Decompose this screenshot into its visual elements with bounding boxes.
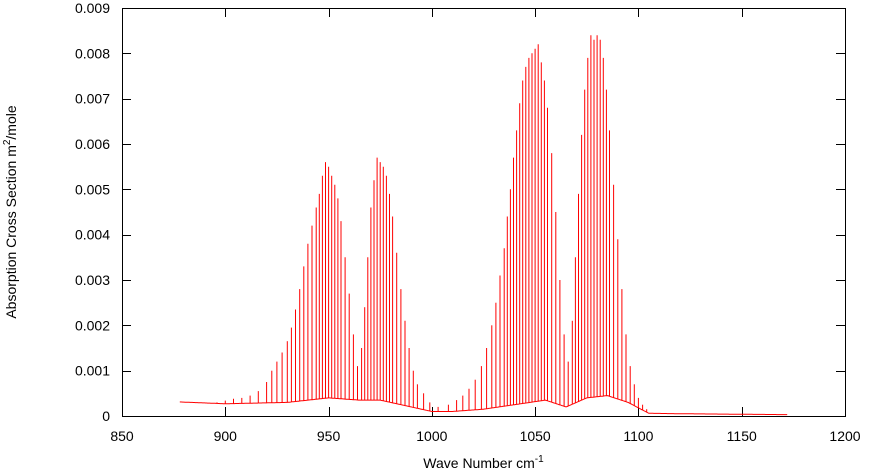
y-tick-label: 0.004 [75,227,110,243]
y-tick-label: 0.008 [75,45,110,61]
y-axis-ticks: 0 0.001 0.002 0.003 0.004 0.005 0.006 0.007 0.00… [75,0,845,424]
y-tick-label: 0.007 [75,91,110,107]
y-tick-label: 0.009 [75,0,110,16]
y-tick-label: 0.001 [75,363,110,379]
series-0-baseline [179,395,788,416]
x-tick-label: 850 [110,428,134,444]
x-tick-label: 1000 [416,428,447,444]
y-tick-label: 0.003 [75,272,110,288]
x-tick-label: 1100 [623,428,653,444]
y-axis-title-suffix: /mole [3,105,19,139]
y-axis-title: Absorption Cross Section m2/mole [2,105,19,319]
y-tick-label: 0.006 [75,136,110,152]
series-layer [179,35,788,416]
x-axis-title: Wave Number cm-1 [423,454,544,471]
x-axis-ticks: 850 900 950 1000 1050 1100 1150 1200 [110,8,861,444]
x-axis-title-main: Wave Number cm [423,455,535,471]
y-tick-label: 0 [102,408,110,424]
x-tick-label: 900 [214,428,238,444]
x-tick-label: 1050 [520,428,551,444]
x-tick-label: 950 [317,428,341,444]
y-axis-title-superscript: 2 [2,139,13,145]
plot-frame [122,8,846,417]
x-tick-label: 1200 [829,428,860,444]
y-tick-label: 0.005 [75,181,110,197]
x-tick-label: 1150 [727,428,757,444]
y-tick-label: 0.002 [75,317,110,333]
y-axis-title-prefix: Absorption Cross Section m [3,145,19,319]
x-axis-title-superscript: -1 [535,454,544,465]
